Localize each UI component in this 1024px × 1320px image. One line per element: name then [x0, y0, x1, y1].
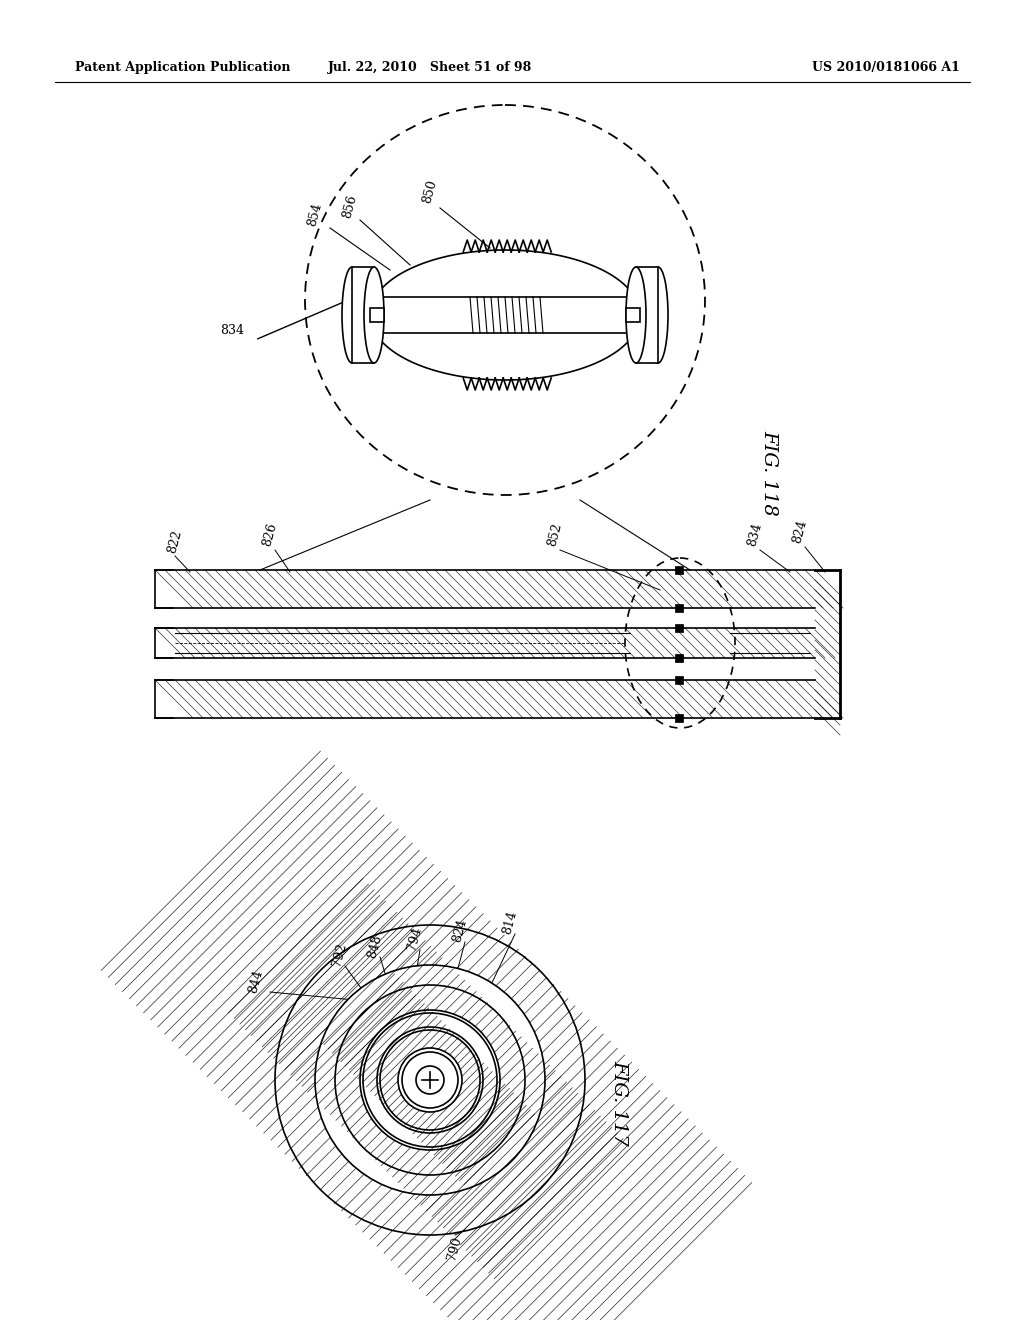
Text: 794: 794	[406, 925, 424, 952]
Text: 834: 834	[745, 521, 764, 548]
Bar	[352, 267, 374, 363]
Ellipse shape	[648, 267, 668, 363]
Bar	[675, 624, 683, 632]
Bar	[675, 566, 683, 574]
Text: 824: 824	[451, 917, 469, 944]
Text: 834: 834	[220, 323, 244, 337]
Text: 792: 792	[331, 941, 349, 968]
Text: FIG. 117: FIG. 117	[610, 1060, 628, 1146]
Text: 790: 790	[445, 1236, 464, 1262]
Text: 826: 826	[261, 521, 280, 548]
Text: 850: 850	[421, 178, 439, 205]
Ellipse shape	[364, 267, 384, 363]
Text: 814: 814	[501, 909, 519, 936]
Text: Jul. 22, 2010   Sheet 51 of 98: Jul. 22, 2010 Sheet 51 of 98	[328, 62, 532, 74]
Text: 822: 822	[165, 529, 183, 554]
Text: 852: 852	[546, 521, 564, 548]
Ellipse shape	[398, 1048, 462, 1111]
Bar	[675, 653, 683, 663]
Ellipse shape	[360, 1010, 500, 1150]
Text: US 2010/0181066 A1: US 2010/0181066 A1	[812, 62, 961, 74]
Ellipse shape	[335, 985, 525, 1175]
Bar	[675, 605, 683, 612]
Bar	[370, 308, 384, 322]
Ellipse shape	[380, 1030, 480, 1130]
Bar	[626, 308, 640, 322]
Ellipse shape	[402, 1052, 458, 1107]
Bar	[374, 297, 636, 333]
Bar	[636, 267, 658, 363]
Text: FIG. 118: FIG. 118	[760, 430, 778, 516]
Text: Patent Application Publication: Patent Application Publication	[75, 62, 291, 74]
Text: 848: 848	[366, 933, 384, 960]
Text: 824: 824	[791, 519, 809, 545]
Ellipse shape	[626, 267, 646, 363]
Text: 856: 856	[341, 194, 359, 220]
Ellipse shape	[377, 1027, 483, 1133]
Ellipse shape	[416, 1067, 444, 1094]
Bar	[675, 676, 683, 684]
Bar	[675, 714, 683, 722]
Text: 854: 854	[305, 202, 325, 228]
Ellipse shape	[275, 925, 585, 1236]
Ellipse shape	[315, 965, 545, 1195]
Ellipse shape	[362, 1012, 497, 1147]
Ellipse shape	[342, 267, 362, 363]
Text: 844: 844	[246, 969, 265, 995]
